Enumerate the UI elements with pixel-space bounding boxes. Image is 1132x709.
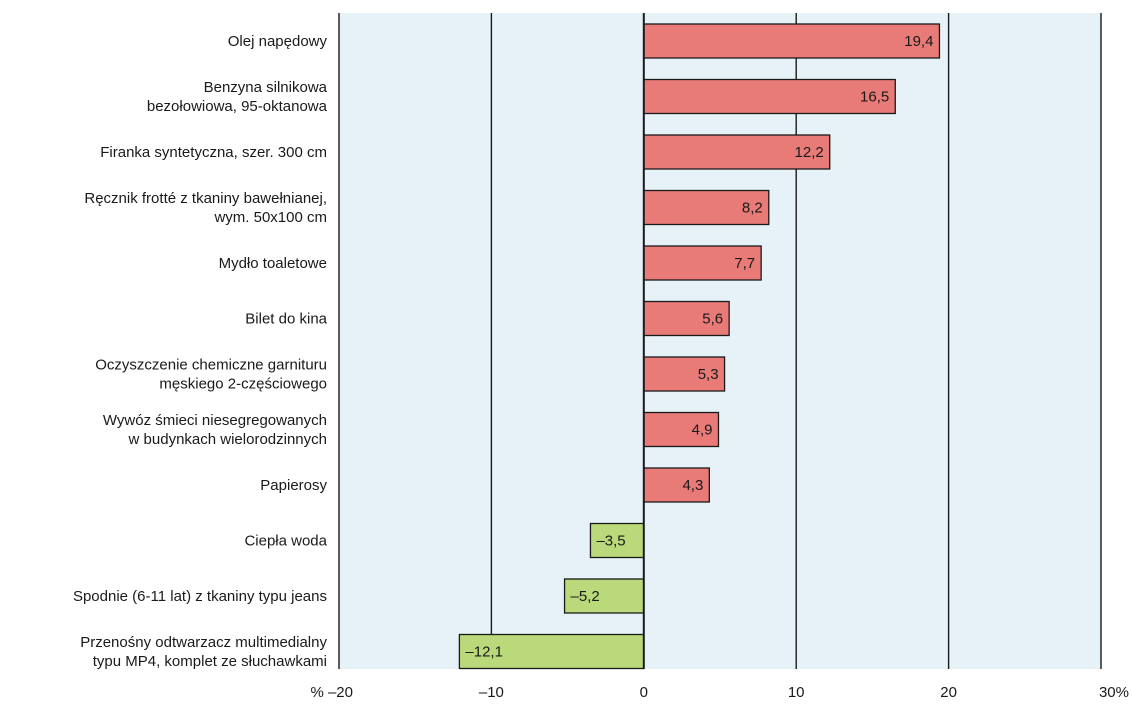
bar (643, 356, 726, 392)
category-label: Spodnie (6-11 lat) z tkaniny typu jeans (73, 588, 327, 605)
category-label-line: Benzyna silnikowa (204, 79, 328, 96)
category-label: Przenośny odtwarzacz multimedialny typu M… (80, 634, 327, 670)
category-label: Mydło toaletowe (219, 255, 327, 272)
data-label: 5,3 (698, 366, 719, 383)
x-tick-labels: % –20 –10 0 10 20 30% (310, 684, 1129, 701)
data-label: 19,4 (904, 33, 933, 50)
category-label: Olej napędowy (228, 33, 328, 50)
data-label: 12,2 (795, 144, 824, 161)
bar (643, 78, 896, 115)
category-label: Wywóz śmieci niesegregowanych w budynkach… (103, 412, 327, 448)
x-tick-label: % –20 (310, 684, 353, 701)
data-label: 8,2 (742, 200, 763, 217)
category-label: Firanka syntetyczna, szer. 300 cm (100, 144, 327, 161)
bar (643, 245, 762, 281)
data-label: –5,2 (571, 588, 600, 605)
bar (643, 300, 730, 337)
data-label: 4,9 (692, 422, 713, 439)
x-tick-label: 0 (640, 684, 648, 701)
data-label: 16,5 (860, 89, 889, 106)
category-label-line: Przenośny odtwarzacz multimedialny (80, 634, 327, 651)
category-label-line: Ręcznik frotté z tkaniny bawełnianej, (84, 190, 327, 207)
plot-area (339, 13, 1101, 669)
category-label: Bilet do kina (245, 311, 327, 328)
bar (643, 411, 720, 448)
category-label-line: męskiego 2-częściowego (159, 376, 327, 393)
category-label: Benzyna silnikowa bezołowiowa, 95-oktanow… (147, 79, 328, 115)
bar (643, 189, 770, 226)
data-label: –3,5 (596, 533, 625, 550)
category-label-line: w budynkach wielorodzinnych (128, 431, 327, 448)
category-label-line: Bilet do kina (245, 311, 327, 328)
category-label-line: Oczyszczenie chemiczne garnituru (95, 357, 327, 374)
gridlines (338, 13, 1102, 669)
bar (563, 578, 645, 614)
data-labels: 19,4 16,5 12,2 8,2 7,7 5,6 5,3 4,9 4,3 –3,5 –5,2 –1… (465, 33, 933, 661)
category-label-line: bezołowiowa, 95-oktanowa (147, 98, 328, 115)
category-label-line: Wywóz śmieci niesegregowanych (103, 412, 327, 429)
bars (458, 23, 941, 670)
data-label: –12,1 (465, 644, 503, 661)
category-label-line: Firanka syntetyczna, szer. 300 cm (100, 144, 327, 161)
category-label-line: Olej napędowy (228, 33, 328, 50)
data-label: 7,7 (734, 255, 755, 272)
data-label: 4,3 (682, 477, 703, 494)
category-label: Ciepła woda (244, 533, 327, 550)
bar (643, 467, 710, 503)
bar (643, 23, 941, 59)
x-tick-label: 30% (1099, 684, 1129, 701)
category-label-line: typu MP4, komplet ze słuchawkami (93, 653, 327, 670)
category-labels: Olej napędowy Benzyna silnikowa bezołowiow… (73, 33, 328, 670)
category-label-line: Spodnie (6-11 lat) z tkaniny typu jeans (73, 588, 327, 605)
x-tick-label: 10 (788, 684, 805, 701)
category-label-line: Ciepła woda (244, 533, 327, 550)
category-label: Ręcznik frotté z tkaniny bawełnianej, wym… (84, 190, 327, 226)
category-label-line: wym. 50x100 cm (213, 209, 327, 226)
category-label: Oczyszczenie chemiczne garnituru męskiego… (95, 357, 327, 393)
category-label-line: Mydło toaletowe (219, 255, 327, 272)
category-label: Papierosy (260, 477, 327, 494)
category-label-line: Papierosy (260, 477, 327, 494)
bar (458, 633, 645, 670)
x-tick-label: 20 (940, 684, 957, 701)
bar (643, 134, 831, 170)
x-tick-label: –10 (479, 684, 504, 701)
data-label: 5,6 (702, 311, 723, 328)
